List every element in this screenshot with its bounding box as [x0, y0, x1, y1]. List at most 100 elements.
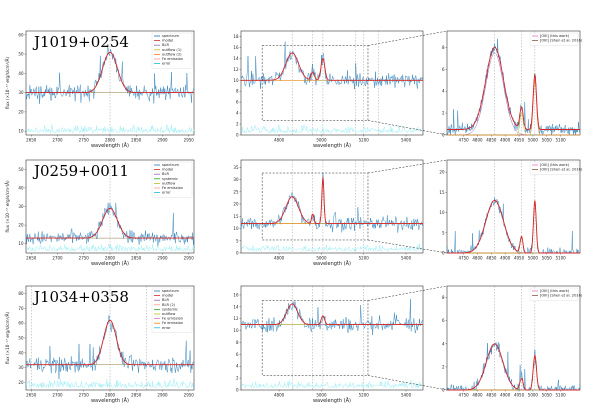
y-tick-label: 2: [442, 364, 445, 369]
axes-frame: [240, 285, 424, 391]
x-tick-label: 4950: [514, 393, 525, 398]
x-tick-label: 5000: [316, 393, 327, 398]
y-tick-label: 30: [18, 90, 24, 95]
y-tick-label: 8: [442, 295, 445, 300]
x-tick-label: 2700: [52, 393, 63, 398]
legend-entry: BLR: [162, 43, 169, 47]
y-tick-label: 0: [236, 251, 239, 256]
y-tick-label: 2: [442, 111, 445, 116]
y-tick-label: 10: [18, 129, 24, 134]
x-tick-label: 4950: [514, 256, 525, 261]
legend-entry: [OIII] (this work): [540, 34, 570, 38]
legend-entry: outflow: [162, 312, 175, 316]
x-tick-label: 4800: [472, 138, 483, 143]
legend-box: [151, 32, 193, 69]
error-trace: [240, 379, 424, 389]
model-line: [241, 52, 423, 81]
x-tick-label: 5200: [359, 138, 370, 143]
y-tick-label: 4: [236, 111, 239, 116]
y-tick-label: 40: [18, 350, 24, 355]
y-tick-label: 6: [442, 318, 445, 323]
x-tick-label: 2950: [184, 393, 195, 398]
x-tick-label: 2800: [105, 393, 116, 398]
y-tick-label: 35: [233, 165, 239, 170]
panel-2-1: 4800 5000 5200 5400 0 2 4 6 8 10 12 14 16 wavelength …: [233, 285, 448, 404]
axes-frame: [240, 159, 424, 254]
y-tick-label: 0: [236, 133, 239, 138]
panel-1-2: 4750 4800 4850 4900 4950 5000 5050 5100 0 5 10 15 20…: [439, 159, 583, 261]
x-axis-label: wavelength (Å): [91, 397, 129, 404]
legend-entry: systemic: [162, 307, 178, 311]
legend-entry: BLR: [162, 298, 169, 302]
legend-entry: Fe emission: [162, 321, 183, 325]
x-tick-label: 4900: [500, 256, 511, 261]
model-line: [241, 303, 423, 326]
y-tick-label: 14: [233, 56, 239, 61]
x-tick-label: 2950: [184, 256, 195, 261]
x-tick-label: 2750: [79, 138, 90, 143]
y-tick-label: 4: [442, 89, 445, 94]
x-tick-label: 5100: [556, 138, 567, 143]
y-tick-label: 10: [18, 241, 24, 246]
y-tick-label: 4: [236, 364, 239, 369]
x-tick-label: 5050: [542, 393, 553, 398]
y-tick-label: 6: [236, 352, 239, 357]
y-tick-label: 10: [233, 78, 239, 83]
legend-entry: [OIII] (Shen et al. 2016): [540, 168, 583, 172]
y-tick-label: 50: [18, 336, 24, 341]
legend-entry: systemic: [162, 177, 178, 181]
y-axis-label: flux (×10⁻¹⁷ erg/s/cm²/Å): [5, 56, 10, 109]
x-tick-label: 5400: [401, 138, 412, 143]
y-tick-label: 40: [18, 185, 24, 190]
zoom-connector: [367, 159, 448, 174]
zoom-connector: [367, 285, 448, 301]
x-tick-label: 2850: [131, 393, 142, 398]
model-line: [26, 51, 194, 94]
component-line: [447, 112, 580, 136]
legend-entry: BLR: [162, 172, 169, 176]
y-tick-label: 70: [18, 306, 24, 311]
spectrum-line: [240, 299, 424, 336]
y-axis-label: flux (×10⁻¹⁷ erg/s/cm²/Å): [5, 180, 10, 233]
x-tick-label: 4750: [459, 393, 470, 398]
y-tick-label: 2: [236, 122, 239, 127]
y-tick-label: 16: [233, 292, 239, 297]
zoom-connector: [367, 239, 448, 254]
y-tick-label: 40: [18, 71, 24, 76]
x-tick-label: 2850: [131, 138, 142, 143]
y-tick-label: 6: [442, 67, 445, 72]
spectrum-line: [446, 342, 581, 391]
component-line: [447, 52, 580, 136]
legend-entry: [OIII] (this work): [540, 289, 570, 293]
error-trace: [25, 124, 195, 134]
legend-entry: model: [162, 39, 173, 43]
component-line: [241, 196, 423, 224]
y-tick-label: 0: [236, 388, 239, 393]
x-tick-label: 5000: [528, 393, 539, 398]
panel-0-2: 4750 4800 4850 4900 4950 5000 5050 5100 0 2 4 6 8 [OI…: [442, 30, 583, 143]
x-tick-label: 5200: [359, 393, 370, 398]
x-tick-label: 2650: [26, 256, 37, 261]
object-name: J1019+0254: [32, 33, 129, 51]
x-axis-label: wavelength (Å): [313, 260, 351, 267]
model-line: [447, 343, 580, 391]
legend-entry: error: [162, 191, 171, 195]
x-axis-label: wavelength (Å): [91, 260, 129, 267]
zoom-region-box: [261, 45, 369, 121]
y-tick-label: 0: [442, 388, 445, 393]
legend-entry: error: [162, 62, 171, 66]
component-line: [447, 354, 580, 391]
component-line: [241, 52, 423, 81]
y-tick-label: 5: [236, 238, 239, 243]
panel-2-0: 2650 2700 2750 2800 2850 2900 2950 20 30 40 50 60 70…: [5, 285, 195, 404]
x-tick-label: 2800: [105, 138, 116, 143]
y-tick-label: 20: [233, 202, 239, 207]
error-trace: [240, 124, 424, 134]
legend-entry: model: [162, 294, 173, 298]
y-tick-label: 18: [233, 34, 239, 39]
x-tick-label: 4850: [486, 138, 497, 143]
legend-entry: model: [162, 168, 173, 172]
spectrum-line: [446, 197, 581, 254]
panel-2-2: 4750 4800 4850 4900 4950 5000 5050 5100 0 2 4 6 8 [OI…: [442, 285, 583, 398]
component-line: [447, 343, 580, 391]
